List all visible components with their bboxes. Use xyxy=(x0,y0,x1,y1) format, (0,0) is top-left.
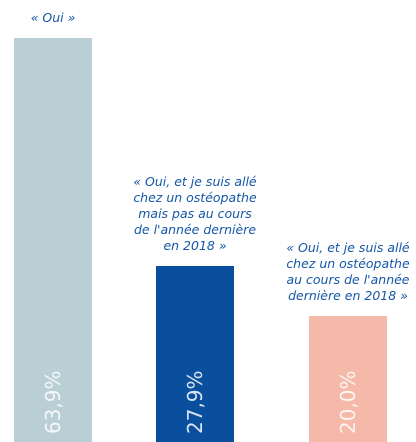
category-label: « Oui » xyxy=(30,10,76,25)
value-label: 63,9% xyxy=(41,370,65,434)
category-label: « Oui, et je suis allé chez un ostéopath… xyxy=(133,173,257,253)
bar: 20,0% xyxy=(309,315,387,442)
category-label: « Oui, et je suis allé chez un ostéopath… xyxy=(286,239,410,303)
value-label: 27,9% xyxy=(183,370,207,434)
bar: 63,9% xyxy=(14,38,92,442)
bar: 27,9% xyxy=(156,265,234,442)
value-label: 20,0% xyxy=(336,370,360,434)
